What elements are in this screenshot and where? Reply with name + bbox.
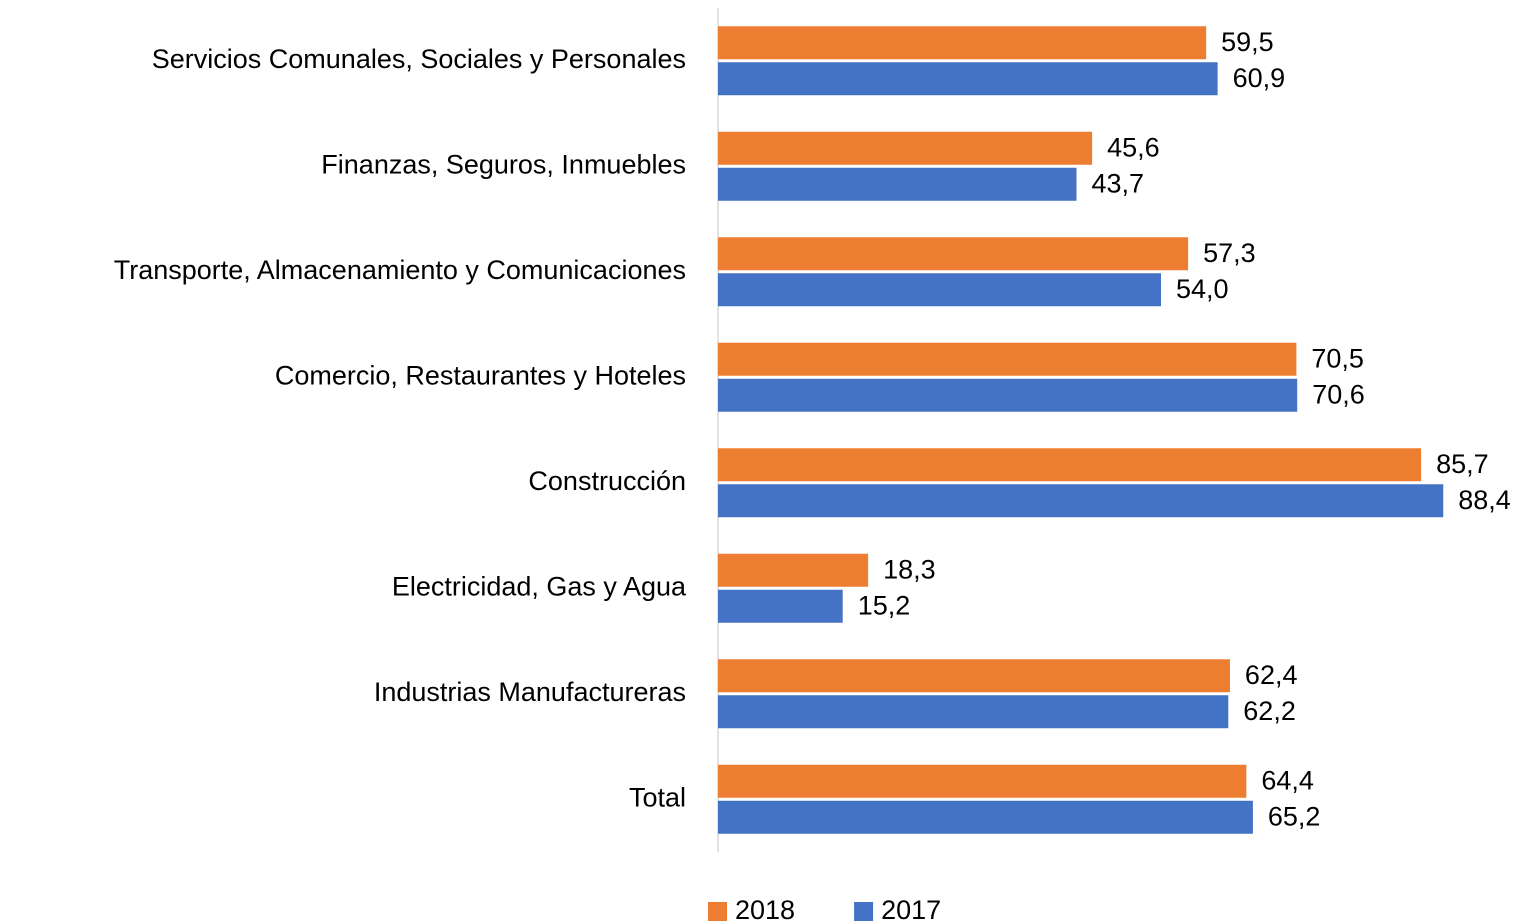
data-label: 70,6 <box>1312 379 1365 409</box>
y-tick-label: Comercio, Restaurantes y Hoteles <box>275 360 686 390</box>
legend-swatch <box>854 902 874 921</box>
data-label: 18,3 <box>883 554 936 584</box>
y-tick-label: Finanzas, Seguros, Inmuebles <box>321 149 686 179</box>
data-label: 65,2 <box>1268 801 1321 831</box>
data-label: 15,2 <box>858 590 911 620</box>
bar <box>718 26 1207 60</box>
y-tick-label: Servicios Comunales, Sociales y Personal… <box>152 44 686 74</box>
bar <box>718 448 1422 482</box>
data-label: 57,3 <box>1203 238 1256 268</box>
data-label: 64,4 <box>1261 765 1314 795</box>
bar <box>718 695 1229 729</box>
data-label: 59,5 <box>1221 27 1274 57</box>
data-label: 88,4 <box>1458 485 1511 515</box>
bar <box>718 131 1093 165</box>
legend-label: 2018 <box>735 895 795 923</box>
bar <box>718 378 1298 412</box>
bar <box>718 62 1218 96</box>
data-label: 60,9 <box>1233 63 1286 93</box>
data-label: 62,2 <box>1243 696 1296 726</box>
bar <box>718 273 1162 307</box>
y-tick-label: Transporte, Almacenamiento y Comunicacio… <box>114 255 686 285</box>
legend-swatch <box>708 902 727 921</box>
y-tick-label: Construcción <box>528 466 686 496</box>
bar <box>718 764 1247 798</box>
data-label: 43,7 <box>1092 168 1145 198</box>
bar <box>718 659 1230 693</box>
legend-label: 2017 <box>881 895 941 923</box>
data-label: 85,7 <box>1436 449 1489 479</box>
bar <box>718 553 869 587</box>
bar <box>718 167 1077 201</box>
bar <box>718 800 1253 834</box>
data-label: 54,0 <box>1176 274 1229 304</box>
data-label: 70,5 <box>1311 343 1364 373</box>
y-tick-label: Electricidad, Gas y Agua <box>392 571 687 601</box>
bar <box>718 237 1189 271</box>
data-label: 45,6 <box>1107 132 1160 162</box>
y-tick-label: Total <box>629 782 686 812</box>
bar <box>718 589 843 623</box>
y-tick-label: Industrias Manufactureras <box>374 677 686 707</box>
data-label: 62,4 <box>1245 660 1298 690</box>
bar <box>718 342 1297 376</box>
bar <box>718 484 1444 518</box>
